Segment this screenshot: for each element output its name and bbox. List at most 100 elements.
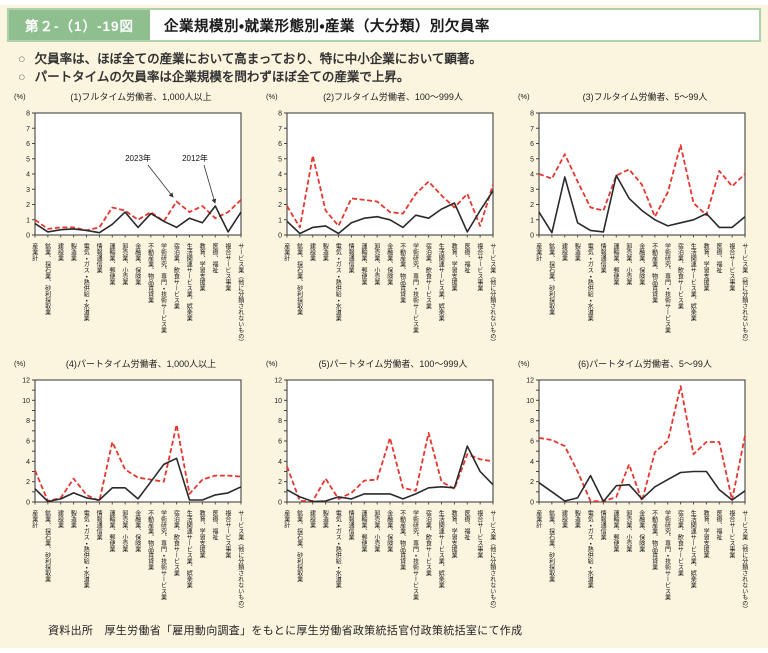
y-axis-unit-label: (%) <box>518 359 530 369</box>
y-tick-label: 4 <box>278 172 282 179</box>
circle-bullet-icon: ○ <box>18 52 26 66</box>
x-axis-label: 学術研究、専門・技術サービス業 <box>159 243 166 334</box>
x-axis-label: 建設業 <box>56 510 63 529</box>
y-tick-label: 5 <box>26 157 30 164</box>
y-tick-label: 8 <box>26 418 30 425</box>
x-axis-label: 鉱業、採石業、砂利採取業 <box>43 510 50 583</box>
series-line-2012年 <box>286 445 494 503</box>
chart-head: (%) (4)パートタイム労働者、1,000人以上 <box>6 357 258 370</box>
x-axis-label: 電気・ガス・熱供給・水道業 <box>82 243 89 322</box>
bullet-item-1: ○ 欠員率は、ほぼ全ての産業において高まっており、特に中小企業において顕著。 <box>18 50 754 68</box>
y-tick-label: 12 <box>22 378 30 385</box>
legend-arrow-2023 <box>147 165 174 198</box>
series-line-2012年 <box>34 457 242 503</box>
x-axis-labels: 産業計 鉱業、採石業、砂利採取業 建設業 製造業 電気・ガス・熱供給・水道業 情報通信業運… <box>515 508 757 618</box>
x-axis-label: 運輸業、郵便業 <box>360 243 367 286</box>
x-axis-label: 金融業、保険業 <box>637 243 644 286</box>
y-tick-label: 3 <box>26 187 30 194</box>
x-axis-label: 建設業 <box>308 243 315 262</box>
y-tick-label: 0 <box>26 500 30 507</box>
x-axis-label: 情報通信業 <box>347 510 354 541</box>
y-axis-unit-label: (%) <box>14 92 26 102</box>
y-tick-label: 0 <box>530 500 534 507</box>
series-line-2023年 <box>286 432 494 503</box>
series-line-2012年 <box>538 174 746 234</box>
x-axis-label: 産業計 <box>30 243 37 262</box>
x-axis-label: 建設業 <box>308 510 315 529</box>
x-axis-label: 学術研究、専門・技術サービス業 <box>663 510 670 601</box>
series-line-2023年 <box>538 144 746 218</box>
x-axis-label: 製造業 <box>69 243 76 262</box>
x-axis-label: 生活関連サービス業、娯楽業 <box>437 510 444 589</box>
plot-area <box>34 379 242 503</box>
y-tick-label: 0 <box>26 233 30 240</box>
chart-head: (%) (6)パートタイム労働者、5～99人 <box>510 357 762 370</box>
chart-head: (%) (5)パートタイム労働者、100～999人 <box>258 357 510 370</box>
y-tick-label: 5 <box>278 157 282 164</box>
chart-title: (3)フルタイム労働者、5～99人 <box>582 92 708 103</box>
x-axis-label: 電気・ガス・熱供給・水道業 <box>586 510 593 589</box>
x-axis-label: 宿泊業、飲食サービス業 <box>172 510 179 577</box>
x-axis-label: 教育、学習支援業 <box>702 510 709 559</box>
chart-title: (1)フルタイム労働者、1,000人以上 <box>70 92 212 103</box>
y-tick-label: 12 <box>526 378 534 385</box>
y-tick-label: 8 <box>278 418 282 425</box>
x-axis-label: 電気・ガス・熱供給・水道業 <box>586 243 593 322</box>
x-axis-label: 宿泊業、飲食サービス業 <box>424 243 431 310</box>
plot-area <box>538 379 746 503</box>
x-axis-label: 電気・ガス・熱供給・水道業 <box>334 510 341 589</box>
y-tick-label: 2 <box>26 202 30 209</box>
y-axis-unit-label: (%) <box>14 359 26 369</box>
y-axis-unit-label: (%) <box>266 92 278 102</box>
y-tick-label: 4 <box>26 459 30 466</box>
x-axis-label: 金融業、保険業 <box>385 510 392 553</box>
x-axis-label: 医療、福祉 <box>463 510 470 541</box>
chart-panel-5: (%) (5)パートタイム労働者、100～999人 0 2 4 6 8 10 12 産業計 鉱業、採… <box>258 357 510 618</box>
series-line-2012年 <box>538 470 746 503</box>
x-axis-label: 学術研究、専門・技術サービス業 <box>411 510 418 601</box>
x-axis-label: 製造業 <box>573 243 580 262</box>
y-axis-unit-label: (%) <box>518 92 530 102</box>
x-axis-label: 製造業 <box>321 243 328 262</box>
x-axis-label: 情報通信業 <box>347 243 354 274</box>
x-axis-label: 教育、学習支援業 <box>702 243 709 292</box>
y-tick-label: 6 <box>530 439 534 446</box>
x-axis-label: 鉱業、採石業、砂利採取業 <box>295 510 302 583</box>
x-axis-label: 鉱業、採石業、砂利採取業 <box>547 243 554 316</box>
y-tick-label: 2 <box>530 202 534 209</box>
x-axis-label: 学術研究、専門・技術サービス業 <box>663 243 670 334</box>
x-axis-label: 情報通信業 <box>95 243 102 274</box>
x-axis-label: 卸売業、小売業 <box>372 243 379 286</box>
x-axis-label: 製造業 <box>69 510 76 529</box>
x-axis-label: 卸売業、小売業 <box>624 510 631 553</box>
x-axis-label: 生活関連サービス業、娯楽業 <box>185 243 192 322</box>
x-axis-label: サービス業（他に分類されないもの） <box>236 243 243 346</box>
x-axis-label: サービス業（他に分類されないもの） <box>488 510 495 613</box>
chart-plot: 0 1 2 3 4 5 6 7 8 2023年 2012年 <box>26 111 242 240</box>
x-axis-label: 情報通信業 <box>95 510 102 541</box>
x-axis-label: 産業計 <box>282 510 289 529</box>
y-tick-label: 2 <box>278 479 282 486</box>
bullet-text-1: 欠員率は、ほぼ全ての産業において高まっており、特に中小企業において顕著。 <box>34 52 482 66</box>
x-axis-label: 製造業 <box>573 510 580 529</box>
x-axis-label: 複合サービス事業 <box>223 510 230 559</box>
legend-label-2012: 2012年 <box>182 153 208 163</box>
x-axis-label: 不動産業、物品賃貸業 <box>398 243 405 304</box>
x-axis-label: 医療、福祉 <box>211 243 218 274</box>
x-axis-label: 金融業、保険業 <box>133 510 140 553</box>
x-axis-label: 運輸業、郵便業 <box>612 243 619 286</box>
y-tick-label: 7 <box>530 126 534 133</box>
y-tick-label: 0 <box>278 500 282 507</box>
y-tick-label: 5 <box>530 157 534 164</box>
y-tick-label: 2 <box>530 479 534 486</box>
y-tick-label: 4 <box>530 459 534 466</box>
y-tick-label: 10 <box>274 398 282 405</box>
y-tick-label: 3 <box>278 187 282 194</box>
x-axis-label: 産業計 <box>30 510 37 529</box>
x-axis-label: 産業計 <box>282 243 289 262</box>
chart-panel-2: (%) (2)フルタイム労働者、100～999人 0 1 2 3 4 5 6 7 8 産業計 鉱業、採石… <box>258 90 510 351</box>
y-tick-label: 1 <box>530 218 534 225</box>
y-tick-label: 6 <box>26 141 30 148</box>
y-tick-label: 12 <box>274 378 282 385</box>
x-axis-label: 建設業 <box>560 510 567 529</box>
